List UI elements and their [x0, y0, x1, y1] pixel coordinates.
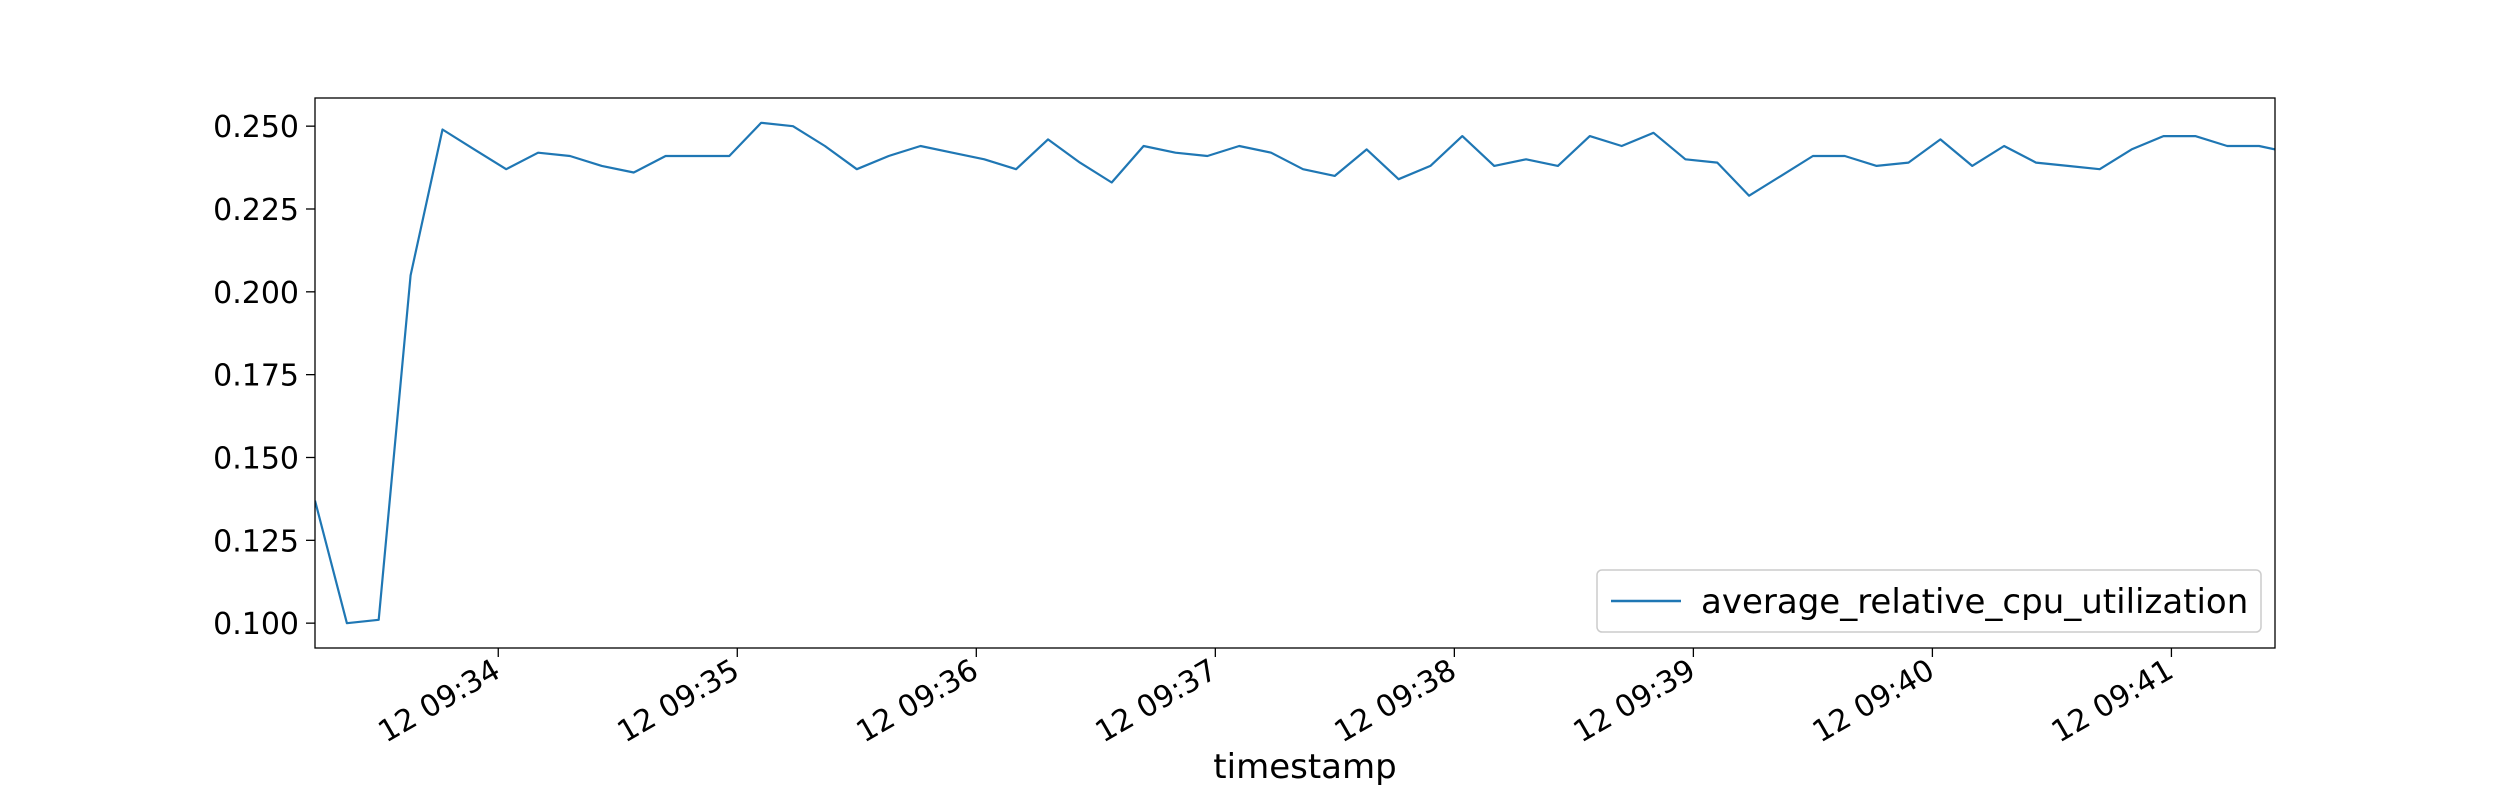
legend-box	[1596, 569, 2262, 633]
y-tick-label: 0.150	[213, 441, 299, 476]
legend: average_relative_cpu_utilization	[1596, 569, 2262, 633]
y-tick-label: 0.250	[213, 110, 299, 145]
series-layer	[315, 121, 2275, 625]
x-axis-title: timestamp	[1213, 747, 1396, 787]
legend-label: average_relative_cpu_utilization	[1701, 582, 2248, 622]
series-line	[315, 121, 2275, 625]
y-tick-label: 0.200	[213, 276, 299, 311]
plot-area-frame	[314, 97, 2276, 649]
y-tick-label: 0.225	[213, 193, 299, 228]
y-tick-label: 0.100	[213, 607, 299, 642]
y-tick-label: 0.175	[213, 359, 299, 394]
y-tick-label: 0.125	[213, 524, 299, 559]
y-axis: 0.100 0.125 0.150 0.175 0.200 0.225 0.250	[213, 110, 315, 642]
